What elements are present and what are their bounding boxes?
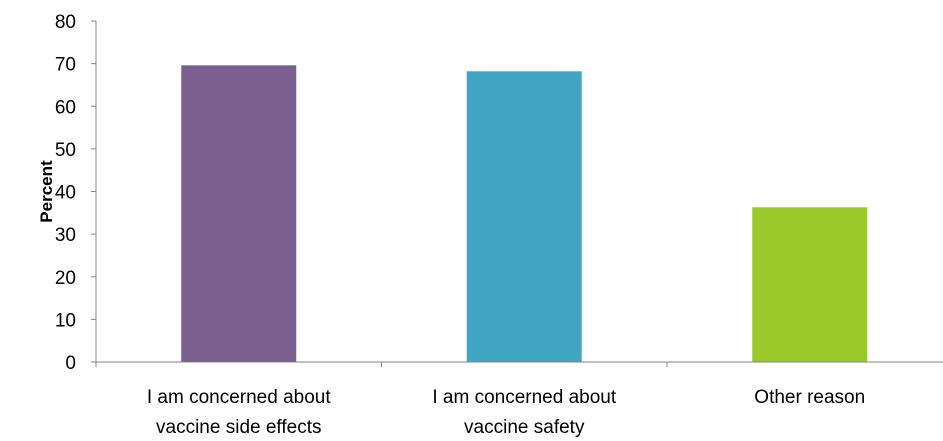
x-category-label-line: Other reason <box>754 387 865 408</box>
x-axis-tick-marks <box>95 362 668 367</box>
x-category-label-line: I am concerned about <box>432 387 617 408</box>
y-tick-label: 50 <box>55 140 76 161</box>
x-category-label-line: vaccine side effects <box>156 417 321 438</box>
y-tick-label: 10 <box>55 310 76 331</box>
x-category-label-line: vaccine safety <box>464 417 585 438</box>
y-tick-label: 70 <box>55 55 76 76</box>
y-tick-label: 80 <box>55 12 76 33</box>
bar <box>466 71 582 363</box>
x-category-label-line: I am concerned about <box>147 387 332 408</box>
y-tick-label: 0 <box>65 353 76 374</box>
y-tick-label: 40 <box>55 183 76 204</box>
x-category-label: Other reason <box>754 387 865 408</box>
bar <box>752 207 868 362</box>
y-tick-label: 20 <box>55 268 76 289</box>
y-tick-label: 30 <box>55 225 76 246</box>
bars <box>181 65 868 363</box>
y-axis-title: Percent <box>37 160 56 223</box>
x-axis-labels: I am concerned about vaccine side effects… <box>147 387 865 438</box>
x-category-label: I am concerned about vaccine safety <box>432 387 617 438</box>
y-tick-label: 60 <box>55 97 76 118</box>
bar <box>181 65 297 362</box>
y-axis-ticks: 0 10 20 30 40 50 60 70 80 <box>55 12 96 374</box>
x-category-label: I am concerned about vaccine side effects <box>147 387 332 438</box>
